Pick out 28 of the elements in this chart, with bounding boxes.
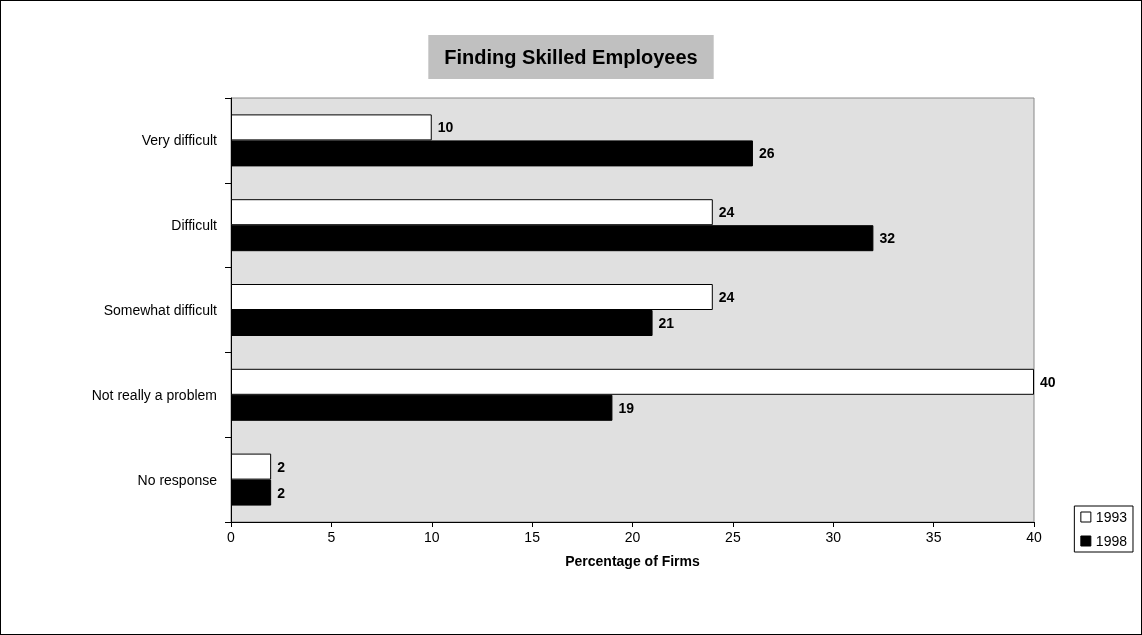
data-label: 21 [658,315,675,331]
y-tick-label: No response [137,471,218,488]
x-tick-label: 0 [227,529,236,545]
legend-label: 1998 [1095,533,1128,549]
legend-label: 1993 [1095,509,1128,525]
y-tick-label: Not really a problem [91,386,217,403]
x-tick-label: 25 [725,529,741,545]
data-label: 19 [618,399,635,416]
data-label: 26 [758,145,775,162]
y-tick-label: Very difficult [141,132,218,149]
y-tick-label: Difficult [171,217,218,234]
chart-title: Finding Skilled Employees [444,46,698,68]
x-tick-label: 35 [925,529,942,545]
data-label: 24 [718,204,735,221]
x-axis-title: Percentage of Firms [565,553,701,569]
x-tick-label: 15 [524,529,541,545]
data-label: 24 [718,289,735,305]
data-label: 32 [879,230,896,247]
data-label: 10 [437,119,454,136]
x-tick-label: 40 [1026,529,1042,545]
x-tick-label: 20 [624,529,641,545]
x-tick-label: 30 [825,529,842,545]
data-label: 40 [1040,373,1056,390]
data-label: 2 [277,458,286,475]
y-tick-label: Somewhat difficult [103,302,218,318]
data-label: 2 [277,484,286,501]
x-tick-label: 5 [327,529,336,545]
x-tick-label: 10 [423,529,440,545]
